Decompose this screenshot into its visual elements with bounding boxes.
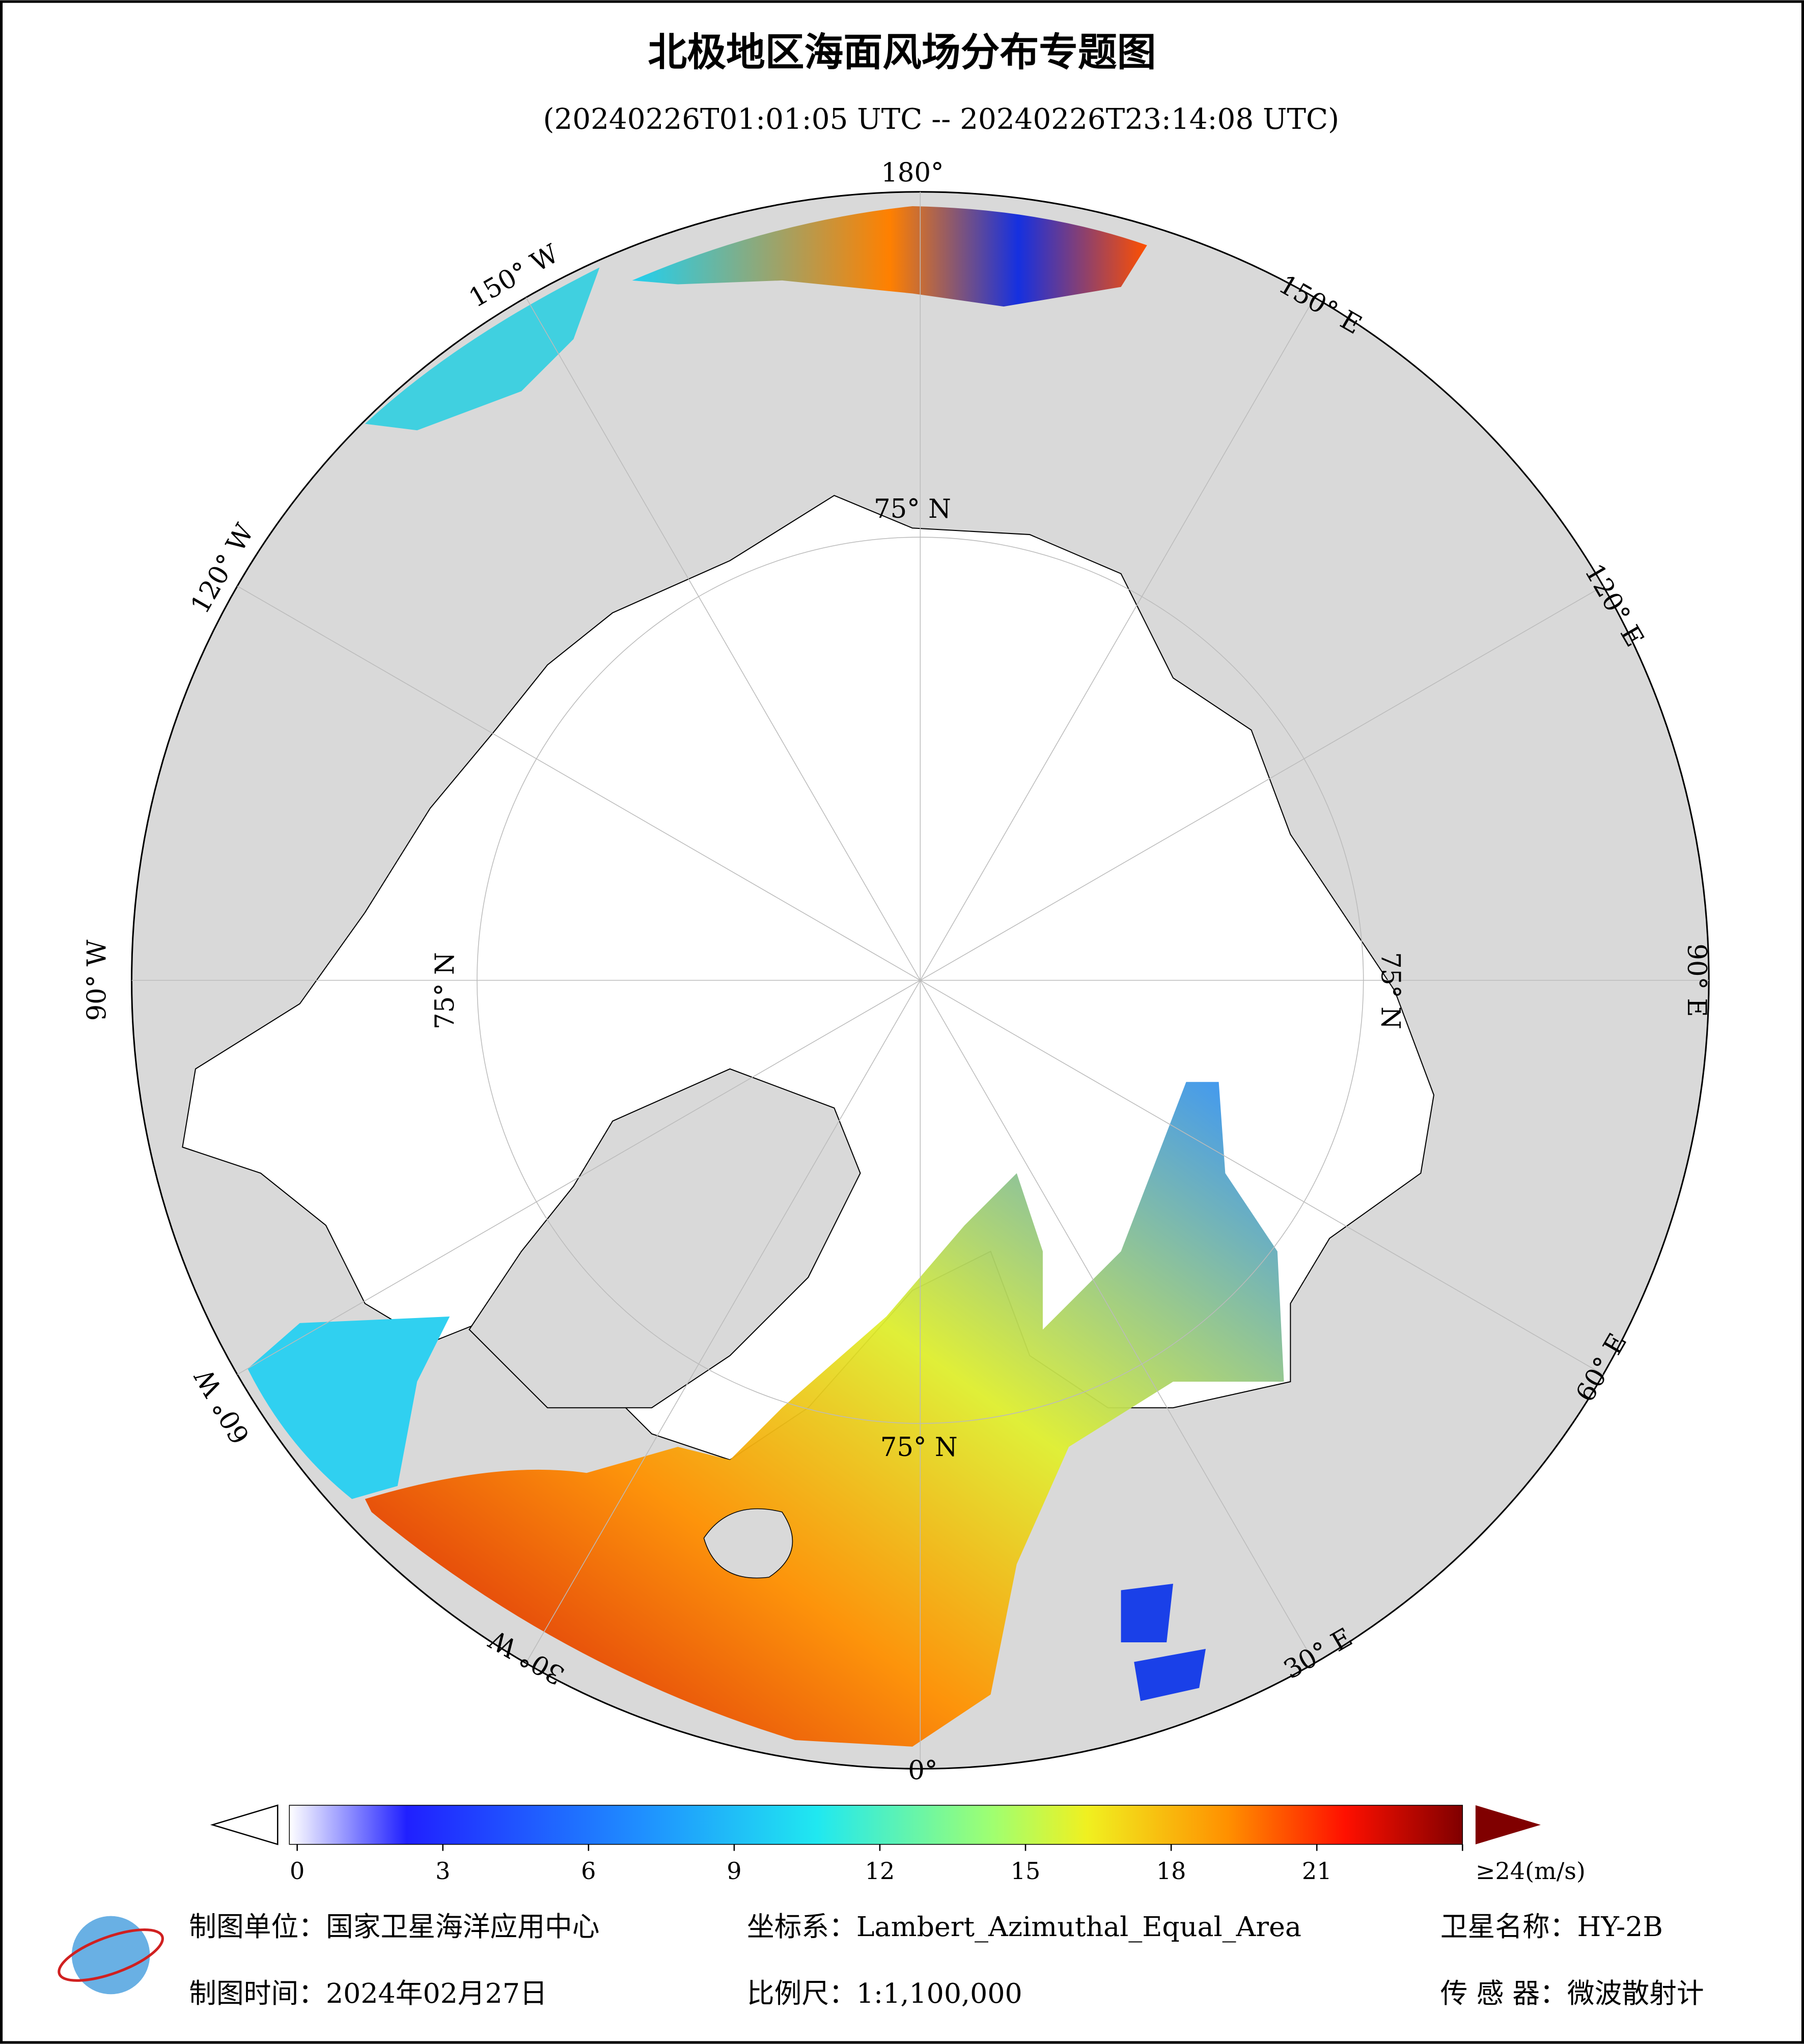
colorbar-tick-label: 6 [581,1857,596,1885]
logo-orbit [58,1928,164,1982]
greenland [468,1068,861,1409]
colorbar: 0 3 6 9 12 15 18 21 ≥24(m/s) [210,1804,1586,1885]
colorbar-ramp [289,1805,1463,1845]
meridian [237,979,921,1375]
footer-text: 制图单位：国家卫星海洋应用中心 [189,1911,599,1943]
footer-text: 制图时间：2024年02月27日 [189,1977,547,2009]
footer-text: 比例尺：1:1,100,000 [747,1977,1022,2009]
iceland [703,1508,793,1579]
wind-field-alaska [365,267,600,431]
meridian [525,297,921,981]
title: 北极地区海面风场分布专题图 [648,30,1156,75]
meridian [920,297,1315,981]
graticule [131,191,1709,1769]
colorbar-over [1475,1805,1541,1844]
lon-label: 90° W [82,939,113,1021]
footer-text: 卫星名称：HY-2B [1440,1911,1663,1943]
footer: 制图单位：国家卫星海洋应用中心 坐标系：Lambert_Azimuthal_Eq… [58,1911,1704,2009]
lon-label: 180° [881,158,943,188]
colorbar-tick-label: 9 [727,1857,741,1885]
meridian [920,979,1604,1375]
colorbar-tick-label: 3 [435,1857,450,1885]
logo [71,1916,150,1995]
meridian [525,980,921,1664]
footer-text: 传 感 器：微波散射计 [1440,1977,1704,2009]
meridian [920,980,1315,1664]
map: 180° 150° E 120° E 90° E 60° E 30° E 0° … [82,158,1712,1786]
wind-field-bering [632,206,1147,307]
lat-label: 75° N [430,952,460,1029]
lat-label: 75° N [874,494,951,524]
wind-field-baltic [1121,1583,1206,1701]
colorbar-tick-label: 18 [1156,1857,1186,1885]
colorbar-under [210,1804,279,1845]
colorbar-tick-label: 12 [865,1857,895,1885]
subtitle: (20240226T01:01:05 UTC -- 20240226T23:14… [543,103,1340,136]
lat-label: 75° N [1375,952,1405,1029]
wind-field-atlantic [365,1082,1284,1747]
colorbar-tick-label: 21 [1302,1857,1332,1885]
colorbar-tick-label: 0 [290,1857,304,1885]
wind-field-labrador [247,1317,450,1499]
colorbar-tick-label: 15 [1011,1857,1041,1885]
lon-label: 0° [908,1755,937,1786]
footer-text: 坐标系：Lambert_Azimuthal_Equal_Area [747,1911,1301,1943]
meridian [237,585,921,981]
colorbar-tick-label: ≥24(m/s) [1476,1857,1586,1885]
meridian [920,585,1604,981]
lon-label: 90° E [1681,943,1712,1017]
lat-label: 75° N [880,1432,958,1463]
